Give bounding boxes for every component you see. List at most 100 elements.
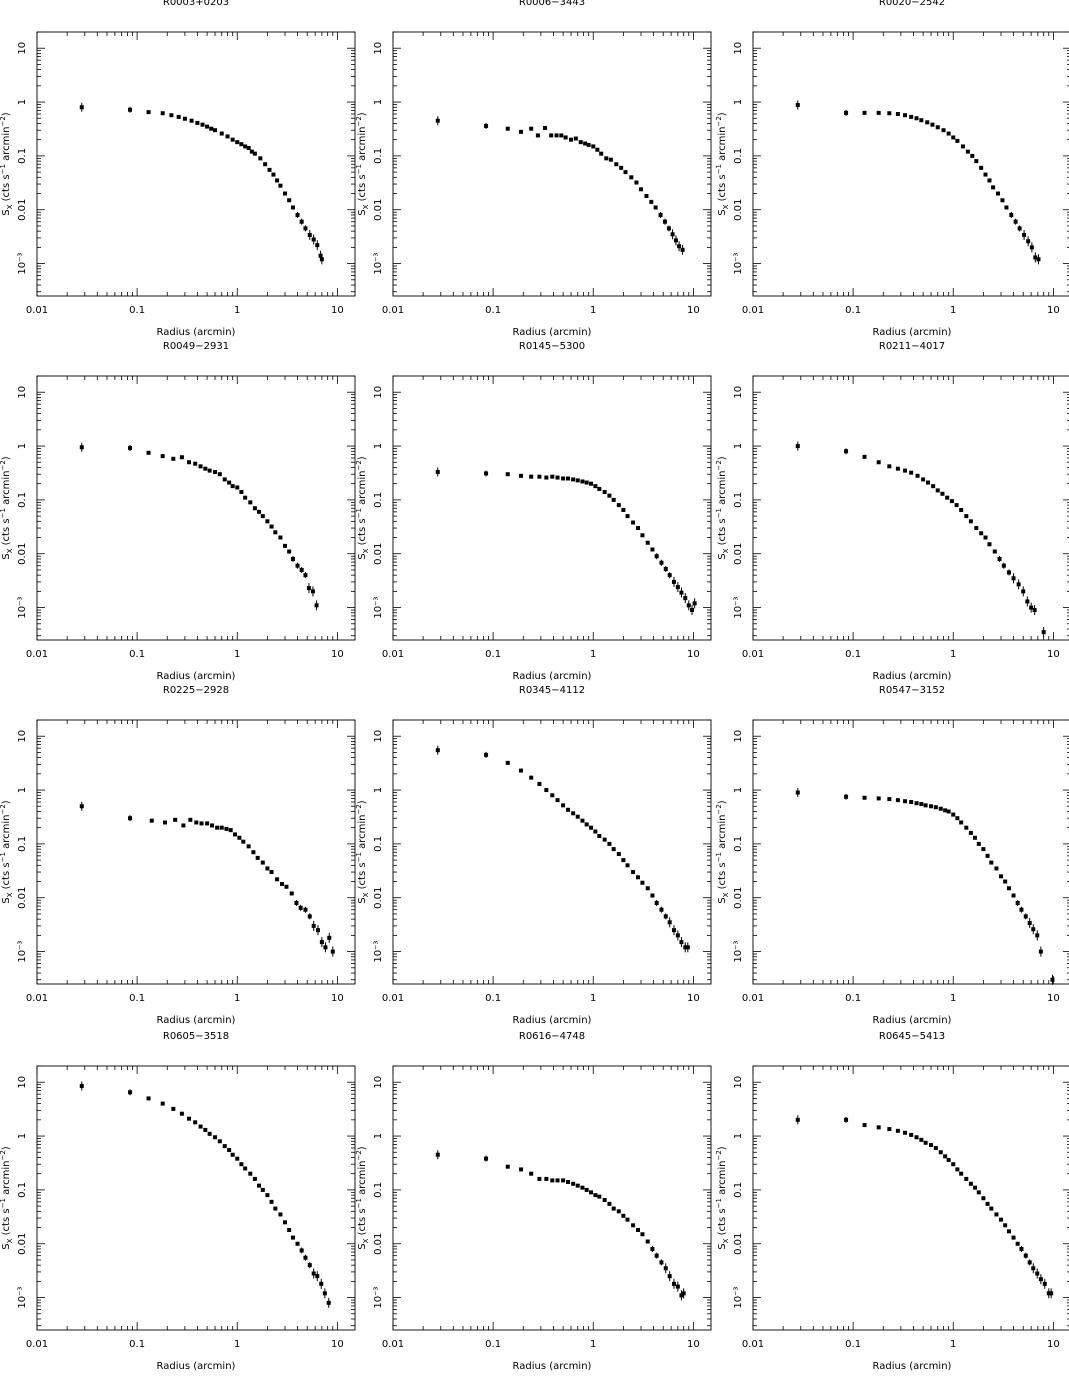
data-point [200, 122, 205, 127]
data-point [571, 811, 576, 816]
data-point [663, 567, 668, 572]
data-point [1021, 589, 1026, 594]
data-point [563, 135, 568, 140]
y-axis-label: SX (cts s−1 arcmin−2) [0, 456, 14, 559]
data-point [686, 603, 691, 608]
data-point [692, 601, 697, 606]
data-point [999, 874, 1004, 879]
data-point [194, 820, 199, 825]
chart-title: R0003+0203 [163, 0, 229, 8]
x-tick-label: 0.01 [382, 993, 404, 1004]
data-point [303, 907, 308, 912]
chart-panel: R0049−2931 0.01 0.1 1 10 10 1 0.1 0.01 10⁻³ Radius… [0, 341, 356, 682]
data-point [315, 243, 320, 248]
data-point [1027, 920, 1032, 925]
data-point [619, 165, 624, 170]
data-point [555, 1178, 560, 1183]
data-point [160, 1101, 165, 1106]
y-tick-label: 1 [373, 443, 384, 449]
x-axis-label: Radius (arcmin) [513, 327, 592, 338]
data-point [1009, 212, 1014, 217]
data-point [243, 144, 248, 149]
data-point [255, 855, 260, 860]
x-axis-label: Radius (arcmin) [873, 1361, 952, 1372]
data-point [909, 1132, 914, 1137]
y-tick-label: 0.01 [373, 199, 384, 221]
x-axis-label: Radius (arcmin) [513, 1361, 592, 1372]
data-point [681, 1291, 686, 1296]
data-point [640, 533, 645, 538]
data-point [219, 131, 224, 136]
data-point [222, 477, 227, 482]
y-tick-label: 10⁻³ [373, 597, 384, 619]
data-point [903, 1130, 908, 1135]
x-tick-label: 1 [590, 993, 596, 1004]
data-point [887, 797, 892, 802]
data-point [1004, 205, 1009, 210]
y-tick-label: 10⁻³ [373, 941, 384, 963]
data-point [1031, 927, 1036, 932]
plot-frame [36, 31, 356, 297]
plot-frame [752, 719, 1069, 985]
data-point [1025, 599, 1030, 604]
data-point [987, 542, 992, 547]
x-tick-label: 0.1 [845, 993, 861, 1004]
data-point [1035, 1271, 1040, 1276]
y-tick-label: 10⁻³ [17, 1287, 28, 1309]
data-point [273, 1206, 278, 1211]
data-point [1015, 1241, 1020, 1246]
y-tick-label: 10⁻³ [17, 253, 28, 275]
y-tick-label: 10⁻³ [733, 597, 744, 619]
data-point [946, 1157, 951, 1162]
chart-panel: R0003+0203 0.01 0.1 1 10 10 1 0.1 0.01 10⁻³ Radius… [0, 0, 356, 338]
data-point [1013, 219, 1018, 224]
y-tick-label: 0.1 [373, 836, 384, 852]
data-point [968, 830, 973, 835]
y-tick-label: 10⁻³ [17, 941, 28, 963]
data-point [575, 478, 580, 483]
data-point [79, 105, 84, 110]
data-point [616, 851, 621, 856]
data-point [959, 507, 964, 512]
data-point [233, 832, 238, 837]
x-tick-label: 0.1 [845, 305, 861, 316]
data-point [935, 125, 940, 130]
data-point [631, 870, 636, 875]
data-point [1050, 977, 1055, 982]
x-tick-label: 10 [687, 649, 700, 660]
chart-panel: R0547−3152 0.01 0.1 1 10 10 1 0.1 0.01 10⁻³ Radius… [715, 685, 1069, 1026]
data-point [559, 133, 564, 138]
data-point [981, 1196, 986, 1201]
data-point [435, 748, 440, 753]
data-point [1035, 933, 1040, 938]
data-point [989, 1206, 994, 1211]
y-axis-label: SX (cts s−1 arcmin−2) [715, 112, 730, 215]
x-axis-label: Radius (arcmin) [873, 327, 952, 338]
y-tick-label: 1 [17, 99, 28, 105]
data-point [979, 165, 984, 170]
y-tick-label: 10 [373, 730, 384, 743]
data-point [589, 825, 594, 830]
data-point [895, 1128, 900, 1133]
x-tick-label: 10 [687, 1339, 700, 1350]
data-point [675, 933, 680, 938]
data-point [505, 1164, 510, 1169]
data-point [260, 514, 265, 519]
data-point [1032, 608, 1037, 613]
plot-frame [752, 31, 1069, 297]
data-point [914, 801, 919, 806]
data-point [659, 907, 664, 912]
y-tick-label: 1 [373, 787, 384, 793]
data-point [252, 151, 257, 156]
data-point [199, 821, 204, 826]
data-point [974, 159, 979, 164]
data-point [290, 556, 295, 561]
data-point [795, 1117, 800, 1122]
data-point [315, 1274, 320, 1279]
x-axis-label: Radius (arcmin) [157, 327, 236, 338]
data-point [640, 1232, 645, 1237]
x-tick-label: 0.1 [129, 305, 145, 316]
chart-panel: R0211−4017 0.01 0.1 1 10 10 1 0.1 0.01 10⁻³ Radius… [715, 341, 1069, 682]
data-point [631, 520, 636, 525]
